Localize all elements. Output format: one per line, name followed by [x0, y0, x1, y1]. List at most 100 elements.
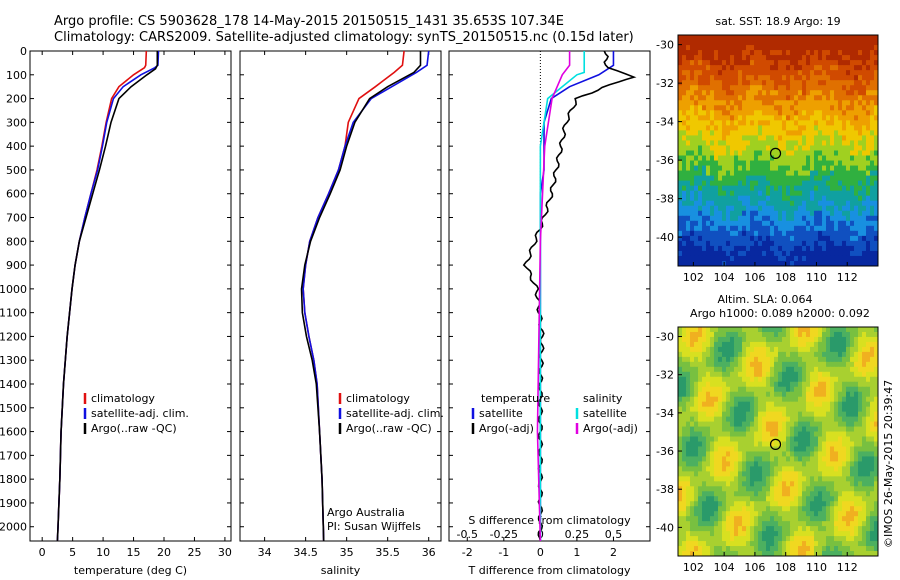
map-cell: [706, 546, 711, 552]
map-cell: [690, 491, 695, 497]
map-cell: [798, 536, 803, 542]
map-cell: [682, 125, 687, 131]
map-cell: [738, 536, 743, 542]
map-cell: [786, 431, 791, 438]
map-cell: [718, 456, 723, 462]
map-cell: [834, 50, 839, 56]
map-cell: [702, 496, 707, 502]
map-cell: [682, 551, 687, 557]
map-cell: [858, 441, 863, 447]
map-cell: [830, 45, 835, 51]
map-cell: [746, 165, 751, 172]
map-cell: [782, 35, 787, 41]
map-cell: [814, 90, 819, 96]
map-cell: [778, 436, 783, 442]
map-cell: [854, 55, 859, 61]
map-y-tick-label: -38: [656, 483, 674, 496]
map-cell: [726, 441, 731, 447]
map-cell: [714, 471, 719, 477]
map-cell: [798, 60, 803, 66]
map-cell: [694, 536, 699, 542]
map-cell: [758, 451, 763, 457]
map-cell: [714, 40, 719, 46]
map-cell: [782, 416, 787, 423]
map-cell: [758, 386, 763, 393]
map-cell: [810, 100, 815, 106]
map-cell: [738, 160, 743, 167]
map-cell: [802, 376, 807, 383]
map-cell: [710, 466, 715, 472]
map-cell: [838, 180, 843, 187]
map-cell: [754, 215, 759, 222]
map-cell: [842, 100, 847, 106]
temp-legend-label: satellite-adj. clim.: [91, 407, 189, 420]
map-cell: [722, 215, 727, 222]
map-cell: [850, 526, 855, 532]
map-cell: [762, 100, 767, 106]
map-cell: [722, 185, 727, 192]
map-cell: [710, 95, 715, 101]
map-cell: [714, 436, 719, 442]
map-cell: [682, 115, 687, 121]
map-cell: [690, 436, 695, 442]
map-cell: [742, 511, 747, 517]
map-cell: [714, 346, 719, 353]
map-cell: [762, 105, 767, 111]
map-cell: [846, 376, 851, 383]
map-cell: [838, 396, 843, 403]
map-cell: [850, 105, 855, 111]
map-cell: [778, 245, 783, 252]
map-cell: [866, 421, 871, 428]
map-cell: [762, 200, 767, 207]
map-cell: [814, 50, 819, 56]
map-cell: [802, 501, 807, 507]
y-tick-label: 1800: [0, 473, 27, 486]
map-cell: [678, 220, 683, 227]
map-cell: [738, 546, 743, 552]
map-cell: [714, 476, 719, 482]
map-cell: [778, 546, 783, 552]
map-cell: [722, 386, 727, 393]
map-cell: [722, 100, 727, 106]
map-cell: [834, 175, 839, 182]
map-cell: [774, 511, 779, 517]
map-cell: [702, 361, 707, 368]
map-cell: [794, 406, 799, 413]
map-cell: [742, 235, 747, 242]
map-cell: [834, 521, 839, 527]
map-cell: [678, 225, 683, 232]
map-cell: [742, 346, 747, 353]
map-cell: [858, 250, 863, 257]
map-cell: [710, 371, 715, 378]
map-cell: [834, 551, 839, 557]
map-cell: [690, 155, 695, 162]
map-cell: [682, 105, 687, 111]
map-cell: [690, 531, 695, 537]
map-cell: [694, 180, 699, 187]
map-cell: [846, 55, 851, 61]
map-cell: [774, 401, 779, 408]
map-cell: [818, 341, 823, 348]
map-cell: [686, 190, 691, 197]
map-cell: [714, 531, 719, 537]
map-cell: [742, 376, 747, 383]
map-cell: [778, 421, 783, 428]
map-cell: [842, 421, 847, 428]
map-cell: [738, 105, 743, 111]
map-cell: [770, 536, 775, 542]
map-cell: [858, 245, 863, 252]
map-cell: [850, 95, 855, 101]
map-cell: [870, 421, 875, 428]
map-cell: [726, 160, 731, 167]
map-cell: [762, 130, 767, 136]
map-cell: [814, 110, 819, 116]
map-cell: [818, 376, 823, 383]
map-cell: [690, 215, 695, 222]
map-cell: [806, 421, 811, 428]
map-cell: [774, 386, 779, 393]
map-cell: [698, 65, 703, 71]
map-cell: [746, 391, 751, 398]
map-cell: [750, 327, 755, 333]
map-cell: [838, 170, 843, 177]
map-cell: [874, 327, 879, 333]
